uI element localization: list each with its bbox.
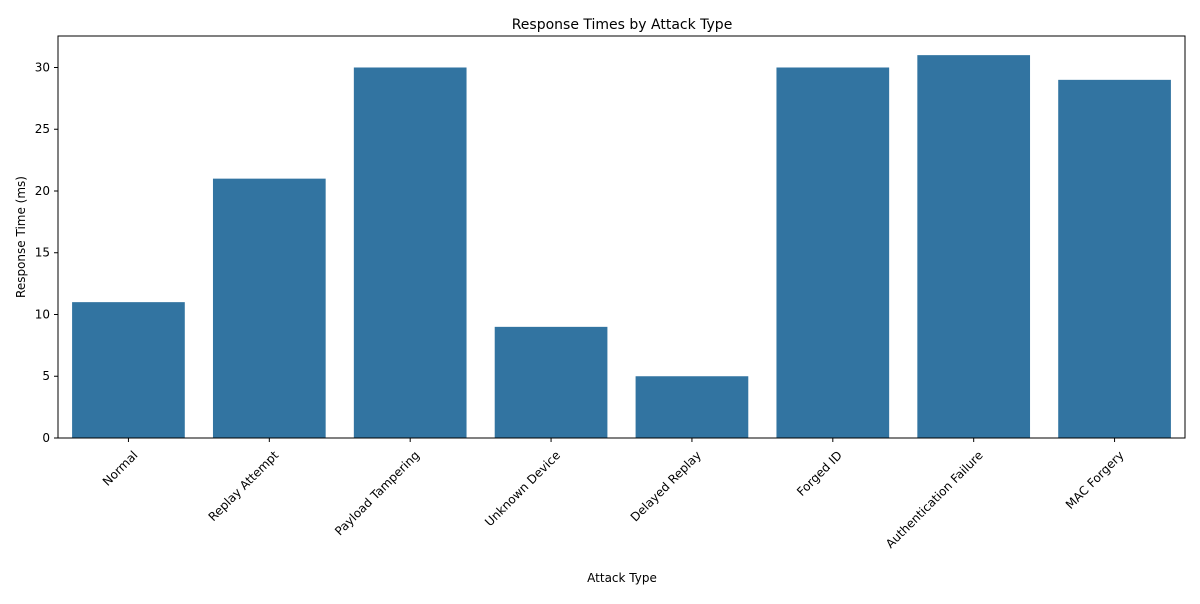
y-tick-label: 25 — [35, 122, 50, 136]
y-axis-label: Response Time (ms) — [14, 176, 28, 298]
y-tick-label: 0 — [42, 431, 50, 445]
x-axis-label: Attack Type — [587, 571, 657, 585]
bar — [776, 67, 890, 438]
plot-frame — [57, 35, 1186, 439]
y-axis: 0 5 10 15 20 25 30 — [35, 60, 58, 445]
y-tick-label: 5 — [42, 369, 50, 383]
bar — [917, 55, 1031, 439]
x-tick-label: Normal — [100, 448, 141, 489]
bars-group — [72, 55, 1171, 439]
y-tick-label: 20 — [35, 184, 50, 198]
chart-title: Response Times by Attack Type — [512, 17, 733, 33]
x-tick-label: Replay Attempt — [206, 448, 282, 524]
bar — [353, 67, 467, 438]
x-tick-label: Unknown Device — [482, 448, 563, 529]
bar — [1058, 79, 1171, 438]
x-axis: Normal Replay Attempt Payload Tampering Unk… — [100, 438, 1127, 551]
bar — [494, 326, 608, 438]
bar — [212, 178, 326, 439]
bar — [72, 302, 185, 438]
x-tick-label: MAC Forgery — [1063, 448, 1127, 512]
x-tick-label: Payload Tampering — [332, 448, 422, 538]
x-tick-label: Authentication Failure — [883, 448, 986, 551]
bar — [635, 376, 749, 438]
y-tick-label: 15 — [35, 246, 50, 260]
y-tick-label: 10 — [35, 307, 50, 321]
x-tick-label: Forged ID — [794, 448, 845, 499]
x-tick-label: Delayed Replay — [628, 448, 704, 524]
y-tick-label: 30 — [35, 60, 50, 74]
